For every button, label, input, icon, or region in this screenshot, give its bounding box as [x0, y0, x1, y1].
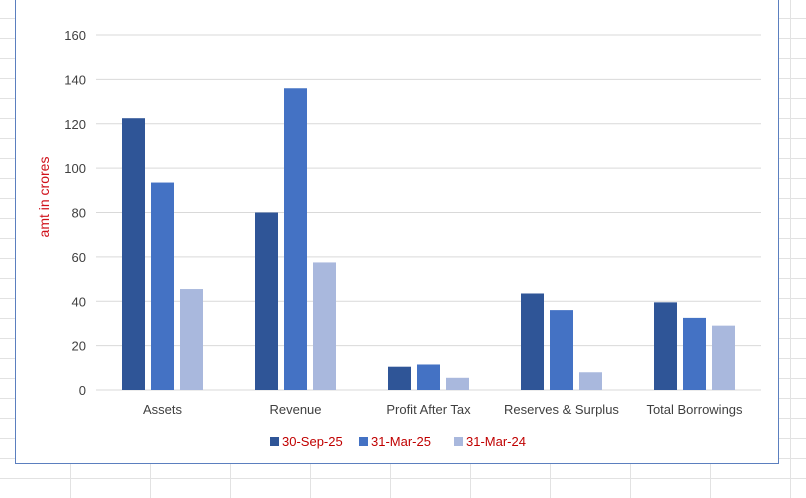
x-category-label: Reserves & Surplus	[504, 402, 619, 417]
legend-swatch	[454, 437, 463, 446]
x-category-label: Profit After Tax	[386, 402, 471, 417]
y-tick-label: 100	[64, 161, 86, 176]
y-tick-label: 20	[72, 339, 86, 354]
legend-swatch	[270, 437, 279, 446]
bar-profit-after-tax-series-3	[446, 377, 469, 390]
bar-total-borrowings-series-3	[712, 325, 735, 390]
x-category-label: Revenue	[269, 402, 321, 417]
y-tick-label: 0	[79, 383, 86, 398]
bar-chart: 0 20 40 60 80 100 120 140 160 Assets Revenue Profi…	[36, 28, 761, 449]
legend: 30-Sep-25 31-Mar-25 31-Mar-24	[270, 434, 526, 449]
legend-label: 31-Mar-24	[466, 434, 526, 449]
bar-profit-after-tax-series-2	[417, 364, 440, 390]
x-category-label: Total Borrowings	[646, 402, 743, 417]
bar-assets-series-2	[151, 182, 174, 390]
gridlines	[96, 34, 761, 391]
y-axis-ticks: 0 20 40 60 80 100 120 140 160	[64, 28, 86, 398]
y-tick-label: 140	[64, 72, 86, 87]
bar-total-borrowings-series-1	[654, 302, 677, 390]
y-tick-label: 120	[64, 117, 86, 132]
x-category-label: Assets	[143, 402, 183, 417]
bar-assets-series-3	[180, 289, 203, 390]
y-tick-label: 160	[64, 28, 86, 43]
y-tick-label: 80	[72, 206, 86, 221]
y-tick-label: 60	[72, 250, 86, 265]
bar-total-borrowings-series-2	[683, 317, 706, 390]
bar-assets-series-1	[122, 118, 145, 390]
legend-label: 31-Mar-25	[371, 434, 431, 449]
legend-swatch	[359, 437, 368, 446]
y-tick-label: 40	[72, 294, 86, 309]
bar-profit-after-tax-series-1	[388, 366, 411, 390]
x-axis-labels: Assets Revenue Profit After Tax Reserves & …	[143, 402, 743, 417]
bar-revenue-series-2	[284, 88, 307, 390]
bars	[122, 88, 735, 390]
y-axis-label: amt in crores	[36, 157, 52, 238]
bar-revenue-series-3	[313, 262, 336, 390]
bar-reserves-surplus-series-1	[521, 293, 544, 390]
bar-reserves-surplus-series-2	[550, 310, 573, 390]
chart-container: 0 20 40 60 80 100 120 140 160 Assets Revenue Profi…	[15, 0, 779, 464]
bar-revenue-series-1	[255, 212, 278, 390]
legend-label: 30-Sep-25	[282, 434, 343, 449]
bar-reserves-surplus-series-3	[579, 372, 602, 390]
